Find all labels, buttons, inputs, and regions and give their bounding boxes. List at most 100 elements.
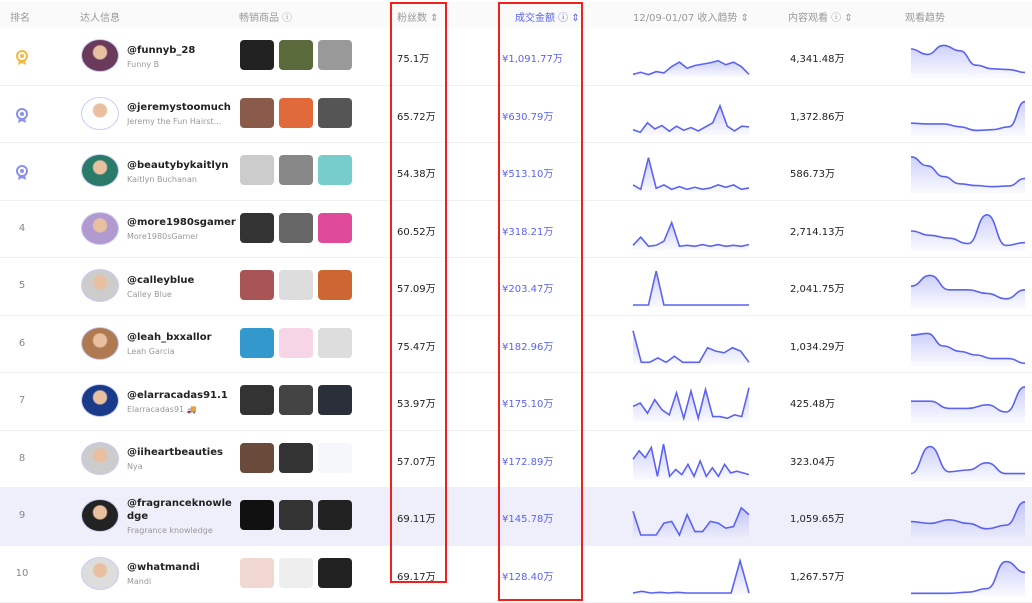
table-row[interactable]: 8 @iiheartbeauties Nya 57.07万 ¥172.89万 323.04… xyxy=(0,431,1032,488)
table-row[interactable]: @funnyb_28 Funny B 75.1万 ¥1,091.77万 4,341.48… xyxy=(0,28,1032,86)
product-thumbnail[interactable] xyxy=(318,557,352,588)
influencer-handle[interactable]: @funnyb_28 xyxy=(127,44,196,56)
influencer-handle[interactable]: @fragranceknowledge xyxy=(127,498,232,522)
content-views: 2,041.75万 xyxy=(790,284,845,295)
influencer-handle[interactable]: @calleyblue xyxy=(127,274,195,286)
product-thumbnail[interactable] xyxy=(240,327,274,358)
table-row[interactable]: @beautybykaitlyn Kaitlyn Buchanan 54.38万 ¥5… xyxy=(0,143,1032,201)
income-trend-sparkline-line xyxy=(633,270,749,306)
bronze-medal-icon xyxy=(14,165,30,184)
influencer-handle[interactable]: @more1980sgamer xyxy=(127,217,236,228)
avatar[interactable] xyxy=(81,96,119,130)
header-fans-sort[interactable]: 粉丝数 ⇕ xyxy=(397,13,439,24)
product-thumbnail[interactable] xyxy=(240,557,274,588)
product-thumbnail[interactable] xyxy=(240,270,274,300)
product-thumbnail[interactable] xyxy=(240,97,274,128)
influencer-handle[interactable]: @leah_bxxallor xyxy=(127,332,212,343)
view-trend-sparkline-line xyxy=(910,274,1026,300)
rank-number: 6 xyxy=(18,337,26,349)
influencer-handle[interactable]: @jeremystoomuch xyxy=(127,102,231,113)
product-thumbnail[interactable] xyxy=(318,270,352,300)
view-trend-sparkline-area xyxy=(911,386,1025,423)
product-thumbnail[interactable] xyxy=(318,97,352,128)
product-thumbnail[interactable] xyxy=(279,385,313,415)
avatar[interactable] xyxy=(81,211,119,245)
view-trend-sparkline xyxy=(910,386,1026,423)
avatar[interactable] xyxy=(81,39,119,72)
table-row[interactable]: 10 @whatmandi Mandi 69.17万 ¥128.40万 1,267.57万 xyxy=(0,546,1032,603)
avatar[interactable] xyxy=(81,441,119,475)
rank-number: 10 xyxy=(15,567,29,579)
influencer-info: @funnyb_28 Funny B xyxy=(127,28,237,85)
avatar[interactable] xyxy=(81,556,119,590)
product-thumbnail[interactable] xyxy=(240,155,274,185)
view-trend-sparkline-line xyxy=(910,386,1026,413)
influencer-info: @elarracadas91.1 Elarracadas91 🚚 xyxy=(127,373,237,430)
view-trend-sparkline-line xyxy=(910,213,1026,246)
product-thumbnail[interactable] xyxy=(279,97,313,128)
product-thumbnail[interactable] xyxy=(279,500,313,530)
product-thumbnail[interactable] xyxy=(279,327,313,358)
product-thumbnail[interactable] xyxy=(318,40,352,70)
influencer-info: @more1980sgamer More1980sGamer xyxy=(127,201,237,258)
product-thumbnail[interactable] xyxy=(318,212,352,243)
influencer-info: @fragranceknowledge Fragrance knowledge xyxy=(127,488,237,545)
income-trend-sparkline xyxy=(632,157,750,192)
gmv-amount: ¥182.96万 xyxy=(502,341,554,353)
influencer-handle[interactable]: @whatmandi xyxy=(127,562,200,573)
table-row[interactable]: 6 @leah_bxxallor Leah Garcia 75.47万 ¥182.96万… xyxy=(0,316,1032,373)
view-trend-sparkline-area xyxy=(911,214,1025,251)
influencer-handle[interactable]: @beautybykaitlyn xyxy=(127,159,229,171)
view-trend-sparkline-line xyxy=(910,332,1026,364)
header-gmv-sort[interactable]: 成交金额 ⓘ ⇕ xyxy=(515,13,580,24)
product-thumbnail[interactable] xyxy=(240,500,274,530)
view-trend-sparkline xyxy=(910,156,1026,193)
product-thumbnail[interactable] xyxy=(279,40,313,70)
view-trend-sparkline-area xyxy=(911,156,1025,193)
influencer-handle[interactable]: @iiheartbeauties xyxy=(127,447,223,458)
product-thumbnail[interactable] xyxy=(318,327,352,358)
product-thumbnail[interactable] xyxy=(279,442,313,473)
product-thumbnail[interactable] xyxy=(279,270,313,300)
product-thumbnail[interactable] xyxy=(240,212,274,243)
table-row[interactable]: 7 @elarracadas91.1 Elarracadas91 🚚 53.97万 ¥1… xyxy=(0,373,1032,431)
table-row[interactable]: 5 @calleyblue Calley Blue 57.09万 ¥203.47万 2,0… xyxy=(0,258,1032,316)
product-thumbnail[interactable] xyxy=(318,442,352,473)
product-thumbnail[interactable] xyxy=(240,385,274,415)
view-trend-sparkline-line xyxy=(910,100,1026,131)
table-row[interactable]: 9 @fragranceknowledge Fragrance knowledge 6… xyxy=(0,488,1032,546)
header-views-sort[interactable]: 内容观看 ⓘ ⇕ xyxy=(788,13,853,24)
influencer-info: @leah_bxxallor Leah Garcia xyxy=(127,316,237,373)
table-row[interactable]: @jeremystoomuch Jeremy the Fun Hairst... 6… xyxy=(0,86,1032,143)
fans-count: 57.09万 xyxy=(397,284,436,295)
income-trend-sparkline-area xyxy=(633,330,749,365)
fans-count: 75.1万 xyxy=(397,54,430,65)
fans-count: 75.47万 xyxy=(397,341,436,353)
product-thumbnail[interactable] xyxy=(318,385,352,415)
product-thumbnail[interactable] xyxy=(279,557,313,588)
avatar[interactable] xyxy=(81,154,119,187)
rank-number: 9 xyxy=(18,510,26,521)
product-thumbnail[interactable] xyxy=(279,212,313,243)
view-trend-sparkline-line xyxy=(911,560,1026,594)
view-trend-sparkline xyxy=(911,560,1026,596)
product-thumbnail[interactable] xyxy=(240,442,274,473)
product-thumbnail[interactable] xyxy=(279,155,313,185)
gmv-amount: ¥128.40万 xyxy=(502,571,554,583)
avatar[interactable] xyxy=(81,326,119,360)
avatar[interactable] xyxy=(81,384,119,417)
product-thumbnail[interactable] xyxy=(318,500,352,530)
income-trend-sparkline-line xyxy=(632,443,750,478)
header-income-trend-sort[interactable]: 12/09-01/07 收入趋势 ⇕ xyxy=(633,13,749,24)
fans-count: 57.07万 xyxy=(397,456,436,468)
influencer-name: More1980sGamer xyxy=(127,232,199,241)
gmv-amount: ¥630.79万 xyxy=(502,111,554,123)
avatar[interactable] xyxy=(81,499,119,532)
influencer-handle[interactable]: @elarracadas91.1 xyxy=(127,389,228,401)
product-thumbnail[interactable] xyxy=(318,155,352,185)
table-row[interactable]: 4 @more1980sgamer More1980sGamer 60.52万 ¥318… xyxy=(0,201,1032,258)
product-thumbnail[interactable] xyxy=(240,40,274,70)
content-views: 1,267.57万 xyxy=(790,571,845,583)
avatar[interactable] xyxy=(81,269,119,302)
fans-count: 54.38万 xyxy=(397,169,436,180)
